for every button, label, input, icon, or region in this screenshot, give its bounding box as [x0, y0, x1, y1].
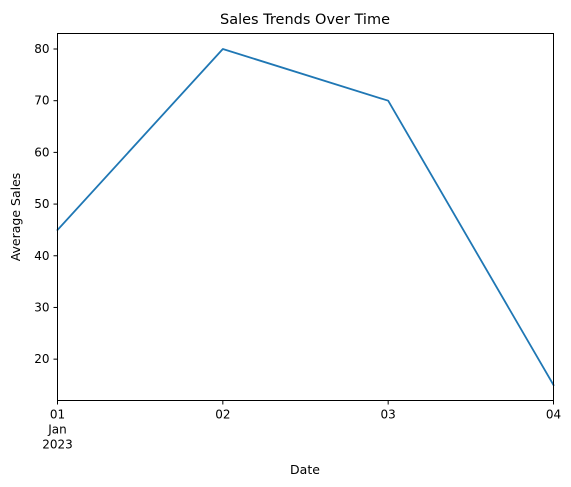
y-tick-label: 60 — [34, 145, 49, 159]
y-axis: 20 30 40 50 60 70 80 — [34, 42, 58, 366]
x-tick-label: 03 — [381, 408, 396, 422]
x-tick-sublabel: 2023 — [42, 438, 73, 452]
x-tick-label: 01 — [50, 408, 65, 422]
x-axis-title: Date — [290, 462, 320, 477]
x-tick-sublabel: Jan — [47, 423, 67, 437]
x-tick-label: 04 — [546, 408, 561, 422]
plot-frame — [57, 33, 554, 401]
y-tick-label: 70 — [34, 94, 49, 108]
plot-area — [56, 48, 555, 387]
y-axis-title: Average Sales — [8, 173, 23, 262]
y-tick-label: 20 — [34, 352, 49, 366]
y-tick-label: 30 — [34, 300, 49, 314]
chart-title: Sales Trends Over Time — [220, 12, 390, 28]
x-tick-label: 02 — [215, 408, 230, 422]
y-tick-label: 80 — [34, 42, 49, 56]
y-tick-label: 50 — [34, 197, 49, 211]
y-tick-label: 40 — [34, 249, 49, 263]
series-line — [56, 48, 555, 387]
